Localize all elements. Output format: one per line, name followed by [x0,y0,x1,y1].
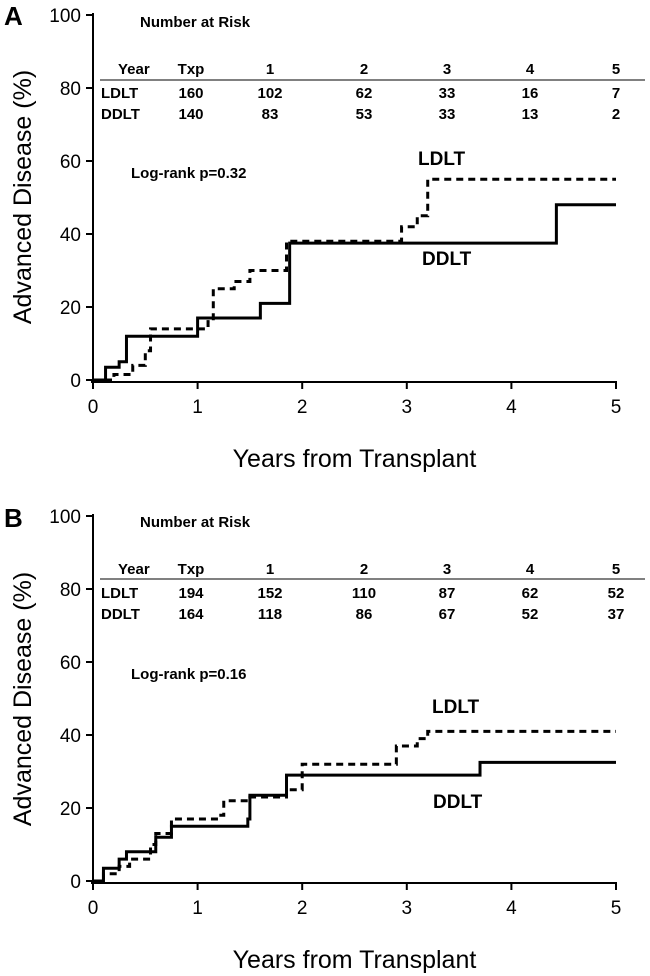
risk-cell: 164 [178,606,204,623]
risk-cell: 62 [522,585,539,602]
risk-header-cell: 1 [266,561,274,578]
y-tick-label: 0 [70,371,81,392]
risk-cell: DDLT [101,606,140,623]
y-tick-label: 40 [60,225,81,246]
risk-cell: LDLT [101,585,138,602]
risk-header-cell: 5 [612,561,620,578]
risk-header-cell: 3 [443,61,451,78]
risk-table-title: Number at Risk [140,514,251,531]
risk-cell: 7 [612,85,620,102]
risk-cell: DDLT [101,106,140,123]
y-tick-label: 100 [49,6,81,27]
y-tick-label: 60 [60,653,81,674]
x-axis-title: Years from Transplant [233,946,477,974]
y-axis-title: Advanced Disease (%) [9,70,37,324]
risk-cell: 33 [439,106,456,123]
y-tick-label: 100 [49,507,81,528]
y-tick-label: 60 [60,152,81,173]
series-label-ddlt: DDLT [422,249,472,270]
x-tick-label: 2 [297,397,308,418]
series-line-ddlt [93,760,616,883]
y-tick-label: 80 [60,79,81,100]
x-tick-label: 3 [402,397,413,418]
series-line-ldlt [93,729,616,883]
risk-header-cell: 5 [612,61,620,78]
risk-cell: 52 [608,585,625,602]
series-label-ddlt: DDLT [433,792,483,813]
x-tick-label: 4 [506,397,517,418]
x-tick-label: 4 [506,898,517,919]
risk-cell: 152 [257,585,282,602]
risk-header-cell: 2 [360,561,368,578]
log-rank-annotation: Log-rank p=0.32 [131,165,246,182]
x-axis-title: Years from Transplant [233,445,477,473]
panel-label-a: A [4,1,23,31]
y-tick-label: 20 [60,298,81,319]
risk-cell: 87 [439,585,456,602]
risk-header-cell: 1 [266,61,274,78]
x-tick-label: 1 [192,397,203,418]
risk-header-cell: 4 [526,61,535,78]
series-label-ldlt: LDLT [418,149,466,170]
risk-header-cell: Year [118,561,150,578]
risk-cell: 83 [262,106,279,123]
risk-cell: 110 [352,585,376,602]
risk-cell: 52 [522,606,539,623]
risk-cell: 16 [522,85,539,102]
x-tick-label: 3 [402,898,413,919]
risk-header-cell: 3 [443,561,451,578]
x-tick-label: 5 [611,898,622,919]
risk-cell: 194 [178,585,204,602]
risk-cell: 53 [356,106,373,123]
risk-cell: 86 [356,606,373,623]
risk-cell: LDLT [101,85,138,102]
risk-header-cell: 4 [526,561,535,578]
risk-cell: 62 [356,85,373,102]
risk-cell: 37 [608,606,625,623]
risk-cell: 2 [612,106,620,123]
log-rank-annotation: Log-rank p=0.16 [131,666,246,683]
risk-cell: 102 [257,85,282,102]
x-tick-label: 0 [88,397,99,418]
risk-table-title: Number at Risk [140,14,251,31]
y-tick-label: 0 [70,872,81,893]
y-tick-label: 40 [60,726,81,747]
y-tick-label: 80 [60,580,81,601]
x-tick-label: 2 [297,898,308,919]
x-tick-label: 1 [192,898,203,919]
risk-header-cell: Year [118,61,150,78]
y-axis-title: Advanced Disease (%) [9,572,37,826]
series-line-ddlt [93,203,616,382]
x-tick-label: 0 [88,898,99,919]
risk-cell: 118 [258,606,282,623]
series-label-ldlt: LDLT [432,697,480,718]
risk-cell: 160 [178,85,203,102]
risk-header-cell: Txp [178,61,205,78]
series-line-ldlt [93,177,616,382]
risk-cell: 33 [439,85,456,102]
panel-label-b: B [4,503,23,533]
risk-cell: 13 [522,106,539,123]
x-tick-label: 5 [611,397,622,418]
risk-cell: 140 [178,106,203,123]
risk-cell: 67 [439,606,456,623]
y-tick-label: 20 [60,799,81,820]
risk-header-cell: 2 [360,61,368,78]
risk-header-cell: Txp [178,561,205,578]
